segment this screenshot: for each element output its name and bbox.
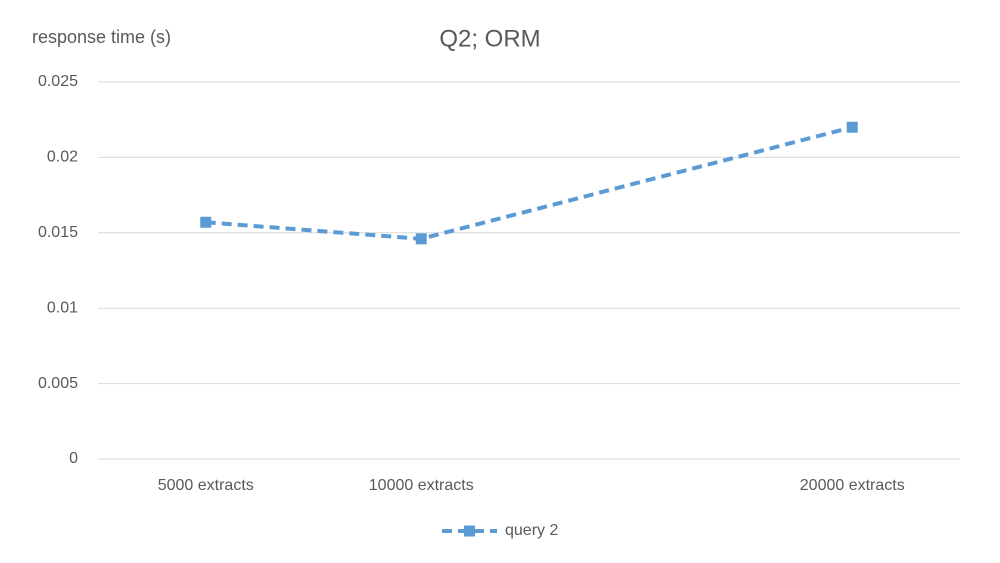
x-tick-label: 10000 extracts	[369, 477, 474, 494]
x-tick-label: 20000 extracts	[800, 477, 905, 494]
y-tick-label: 0.01	[47, 299, 78, 316]
x-tick-label: 5000 extracts	[158, 477, 254, 494]
legend-marker	[464, 525, 475, 537]
y-tick-label: 0.005	[38, 375, 78, 392]
y-tick-label: 0.015	[38, 224, 78, 241]
y-tick-label: 0.025	[38, 73, 78, 90]
marker	[415, 233, 427, 245]
y-axis-label: response time (s)	[32, 27, 171, 47]
y-tick-label: 0	[69, 450, 78, 467]
marker	[846, 121, 858, 133]
legend-label: query 2	[505, 522, 558, 539]
y-tick-label: 0.02	[47, 149, 78, 166]
chart-title: Q2; ORM	[439, 25, 540, 52]
marker	[200, 216, 212, 228]
